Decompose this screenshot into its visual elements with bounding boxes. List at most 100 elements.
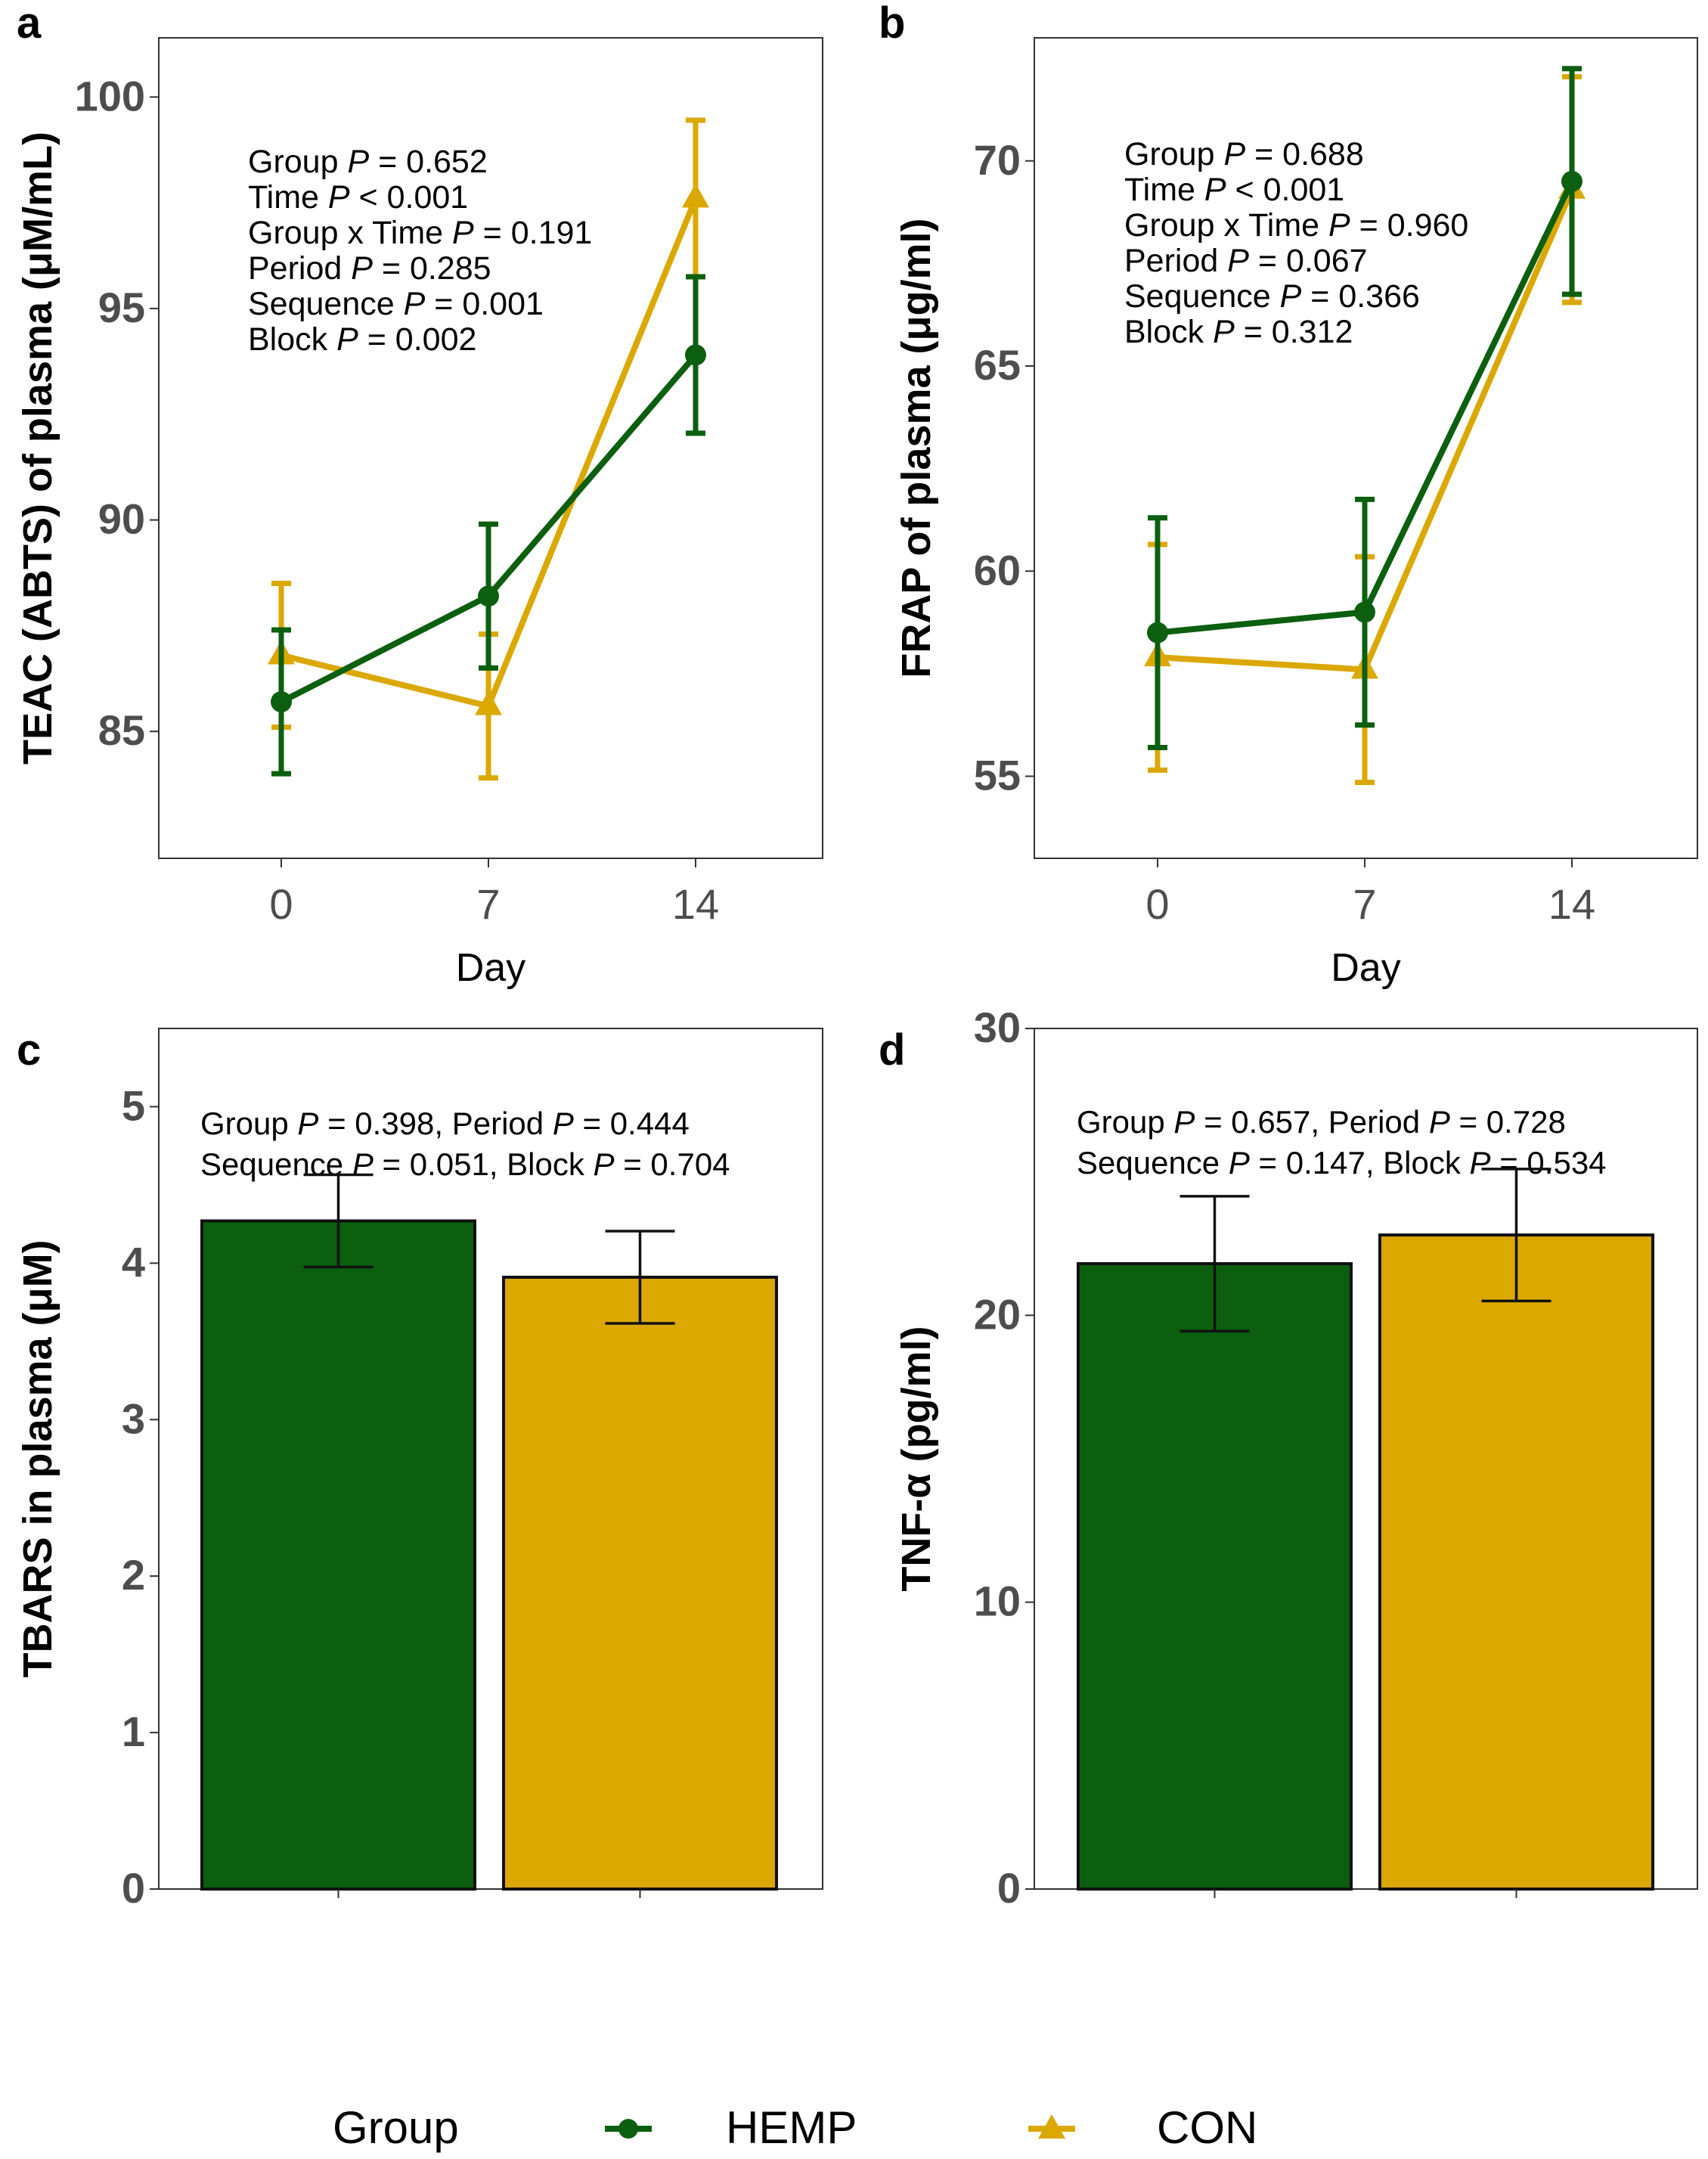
annotation-segment: P bbox=[1227, 243, 1249, 279]
legend-marker-triangle bbox=[1038, 2114, 1065, 2139]
y-tick-label: 95 bbox=[98, 284, 145, 331]
x-tick-label: 14 bbox=[1548, 880, 1595, 928]
annotation-segment: Block bbox=[248, 321, 336, 358]
annotation-segment: P bbox=[404, 286, 426, 322]
annotation-segment: = 0.688 bbox=[1245, 136, 1364, 172]
annotation-segment: P bbox=[594, 1146, 615, 1182]
annotation-segment: = 0.652 bbox=[369, 144, 488, 180]
panel-d: d 0 10 20 30 TNF-α (pg/ml) Group P = 0.657, Pe… bbox=[879, 1004, 1698, 1912]
plot-frame bbox=[1034, 1028, 1698, 1890]
x-tick-label: 0 bbox=[1145, 880, 1169, 928]
annotation-line-b: Group x Time P = 0.960 bbox=[1124, 207, 1468, 244]
annotation-segment: Group x Time bbox=[248, 215, 452, 251]
annotation-segment: < 0.001 bbox=[1226, 172, 1345, 208]
panel-b: b 55 60 65 70 FRAP of plasma (μg/ml) 0 7 14 Day Gr… bbox=[879, 0, 1698, 990]
annotation-segment: = 0.366 bbox=[1301, 278, 1420, 315]
annotation-segment: Group bbox=[248, 144, 347, 180]
y-axis-label: TEAC (ABTS) of plasma (μM/mL) bbox=[15, 132, 60, 765]
annotation-segment: Sequence bbox=[1124, 278, 1280, 315]
y-tick-label: 100 bbox=[75, 72, 145, 119]
data-point-hemp bbox=[271, 691, 292, 713]
plot-frame bbox=[1034, 37, 1698, 859]
y-tick-label: 5 bbox=[122, 1081, 145, 1129]
annotation-segment: = 0.657, Period bbox=[1195, 1104, 1428, 1140]
annotation-line-d: Group P = 0.657, Period P = 0.728 bbox=[1077, 1104, 1566, 1140]
annotation-line-b: Group P = 0.688 bbox=[1124, 136, 1364, 172]
annotation-segment: P bbox=[1280, 278, 1302, 315]
annotation-segment: Sequence bbox=[1077, 1145, 1229, 1180]
panel-c: c 0 1 2 3 4 5 TBARS in plasma (μM) Group P = 0.3… bbox=[15, 1025, 823, 1912]
annotation-line-b: Period P = 0.067 bbox=[1124, 243, 1368, 279]
annotation-line-a: Block P = 0.002 bbox=[248, 321, 476, 358]
annotation-line-b: Time P < 0.001 bbox=[1124, 172, 1344, 208]
annotation-line-a: Sequence P = 0.001 bbox=[248, 286, 544, 322]
annotation-line-c: Group P = 0.398, Period P = 0.444 bbox=[200, 1106, 690, 1141]
data-point-con bbox=[682, 183, 709, 208]
y-tick-label: 3 bbox=[122, 1394, 145, 1442]
panel-a: a 85 90 95 100 TEAC (ABTS) of plasma (μM/mL) 0… bbox=[15, 0, 823, 990]
annotation-segment: = 0.002 bbox=[358, 321, 477, 358]
annotation-segment: Group bbox=[1124, 136, 1223, 172]
annotation-line-b: Sequence P = 0.366 bbox=[1124, 278, 1420, 315]
y-tick-label: 1 bbox=[122, 1708, 145, 1755]
annotation-segment: = 0.704 bbox=[615, 1146, 730, 1182]
annotation-segment: = 0.444 bbox=[574, 1106, 690, 1141]
x-tick-label: 14 bbox=[672, 880, 719, 928]
annotation-segment: Group bbox=[200, 1106, 297, 1141]
y-axis-label: TBARS in plasma (μM) bbox=[15, 1239, 60, 1677]
annotation-segment: = 0.398, Period bbox=[318, 1106, 552, 1141]
annotation-segment: P bbox=[336, 321, 358, 358]
legend-entry-con: CON bbox=[1028, 2102, 1257, 2153]
annotation-segment: < 0.001 bbox=[350, 179, 469, 216]
data-point-hemp bbox=[478, 585, 499, 607]
data-point-con bbox=[475, 690, 502, 715]
annotation-segment: = 0.001 bbox=[425, 286, 544, 322]
annotation-segment: P bbox=[352, 1146, 374, 1182]
y-axis-label: FRAP of plasma (μg/ml) bbox=[894, 218, 939, 678]
annotation-segment: P bbox=[553, 1106, 574, 1141]
y-axis-label: TNF-α (pg/ml) bbox=[894, 1326, 939, 1591]
panel-label-d: d bbox=[879, 1025, 905, 1075]
annotation-segment: = 0.067 bbox=[1249, 243, 1368, 279]
bar-con bbox=[1378, 1233, 1654, 1891]
series-hemp bbox=[1147, 66, 1582, 751]
y-tick-label: 55 bbox=[974, 752, 1021, 799]
annotation-segment: = 0.728 bbox=[1450, 1104, 1566, 1140]
y-tick-label: 60 bbox=[974, 546, 1021, 594]
annotation-line-a: Time P < 0.001 bbox=[248, 179, 468, 216]
annotation-line-a: Group P = 0.652 bbox=[248, 144, 488, 180]
data-point-hemp bbox=[1561, 170, 1582, 192]
annotation-segment: Sequence bbox=[200, 1146, 352, 1182]
annotation-segment: = 0.051, Block bbox=[374, 1146, 594, 1182]
annotation-line-d: Sequence P = 0.147, Block P = 0.534 bbox=[1077, 1145, 1607, 1180]
panel-label-c: c bbox=[17, 1025, 41, 1075]
legend-label: CON bbox=[1157, 2102, 1257, 2153]
annotation-segment: P bbox=[452, 215, 474, 251]
annotation-segment: Group bbox=[1077, 1104, 1173, 1140]
annotation-line-a: Period P = 0.285 bbox=[248, 250, 491, 287]
annotation-segment: Time bbox=[1124, 172, 1204, 208]
y-tick-label: 4 bbox=[122, 1238, 145, 1286]
legend-label: HEMP bbox=[726, 2102, 857, 2153]
data-point-hemp bbox=[1147, 622, 1168, 644]
annotation-segment: P bbox=[347, 144, 369, 180]
y-tick-label: 30 bbox=[974, 1004, 1021, 1051]
annotation-line-c: Sequence P = 0.051, Block P = 0.704 bbox=[200, 1146, 730, 1182]
annotation-segment: Sequence bbox=[248, 286, 404, 322]
annotation-line-a: Group x Time P = 0.191 bbox=[248, 215, 592, 251]
bar-hemp bbox=[1077, 1262, 1353, 1891]
annotation-segment: = 0.191 bbox=[474, 215, 593, 251]
annotation-segment: Period bbox=[248, 250, 351, 287]
panel-label-a: a bbox=[17, 0, 42, 48]
legend-marker-circle bbox=[618, 2119, 638, 2139]
bar-hemp bbox=[200, 1219, 476, 1891]
annotation-segment: P bbox=[1229, 1145, 1250, 1180]
y-tick-label: 10 bbox=[974, 1577, 1021, 1625]
x-axis-label: Day bbox=[1331, 946, 1400, 990]
annotation-segment: P bbox=[1470, 1145, 1491, 1180]
annotation-segment: = 0.147, Block bbox=[1250, 1145, 1470, 1180]
annotation-segment: P bbox=[297, 1106, 318, 1141]
plot-frame bbox=[158, 37, 823, 859]
annotation-segment: Period bbox=[1124, 243, 1227, 279]
